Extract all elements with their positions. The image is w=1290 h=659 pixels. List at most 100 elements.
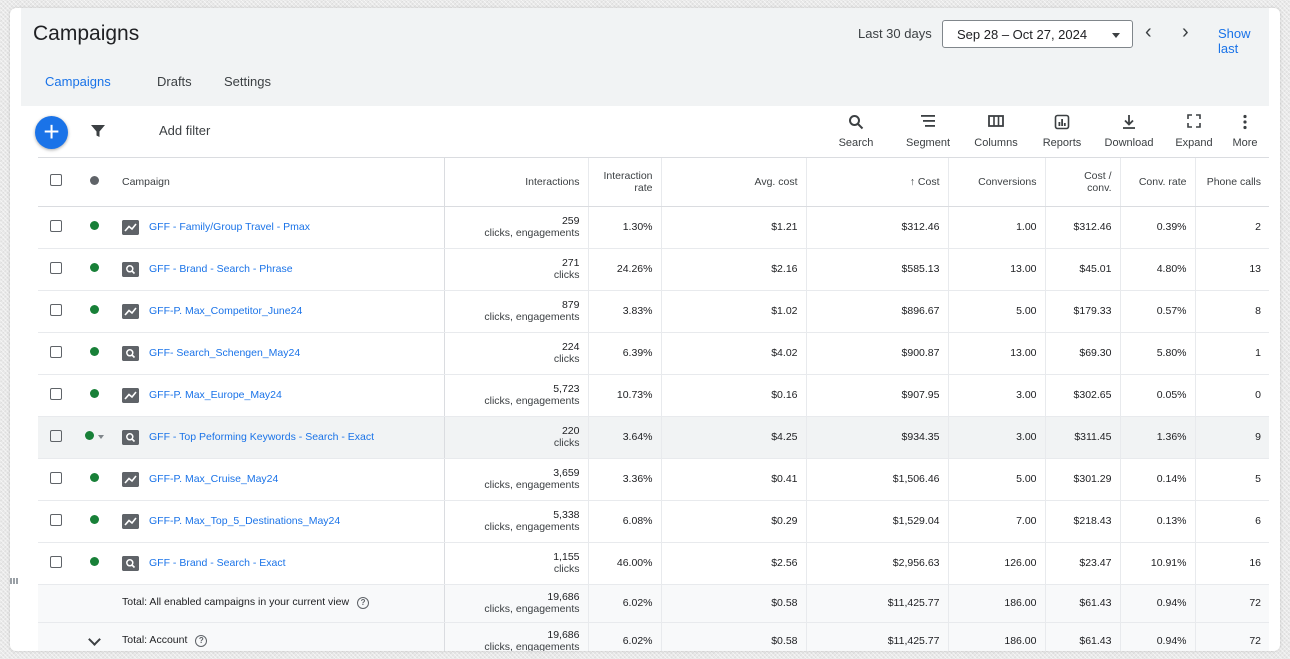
help-icon[interactable]: ? (195, 635, 208, 647)
segment-button[interactable]: Segment (900, 114, 956, 149)
cost-cell[interactable]: $312.46 (806, 206, 949, 249)
expand-button[interactable]: Expand (1172, 114, 1216, 149)
table-row[interactable]: GFF-P. Max_Cruise_May24 3,659 clicks, enga… (38, 458, 1269, 501)
row-select-cell[interactable] (38, 332, 74, 375)
row-checkbox[interactable] (50, 219, 62, 232)
row-select-cell[interactable] (38, 248, 74, 291)
row-select-cell[interactable] (38, 458, 74, 501)
cost-cell[interactable]: $900.87 (806, 332, 949, 375)
cost-cell[interactable]: $907.95 (806, 374, 949, 417)
col-header-interaction-rate[interactable]: Interaction rate (588, 158, 662, 207)
add-campaign-button[interactable]: + (35, 116, 68, 149)
status-enabled-icon[interactable] (89, 515, 99, 524)
table-row[interactable]: GFF - Top Peforming Keywords - Search - … (38, 416, 1269, 459)
status-enabled-icon[interactable] (84, 431, 94, 440)
row-select-cell[interactable] (38, 500, 74, 543)
row-status-cell[interactable] (74, 500, 114, 543)
chevron-down-icon[interactable] (87, 632, 101, 646)
add-filter-input[interactable]: Add filter (159, 123, 211, 138)
row-select-cell[interactable] (38, 374, 74, 417)
col-header-interactions[interactable]: Interactions (444, 158, 589, 207)
row-select-cell[interactable] (38, 206, 74, 249)
row-checkbox[interactable] (50, 345, 62, 358)
row-status-cell[interactable] (74, 206, 114, 249)
row-status-cell[interactable] (74, 332, 114, 375)
campaign-name-link[interactable]: GFF-P. Max_Cruise_May24 (149, 472, 279, 485)
col-header-cost-per-conv[interactable]: Cost / conv. (1045, 158, 1121, 207)
status-enabled-icon[interactable] (89, 221, 99, 230)
chevron-right-icon[interactable]: › (1182, 21, 1189, 43)
col-header-conversions[interactable]: Conversions (948, 158, 1046, 207)
search-campaign-icon (122, 345, 139, 361)
col-header-campaign[interactable]: Campaign (114, 158, 445, 207)
reports-button[interactable]: Reports (1037, 114, 1087, 149)
row-select-cell[interactable] (38, 290, 74, 333)
row-status-cell[interactable] (74, 248, 114, 291)
campaign-name-link[interactable]: GFF-P. Max_Europe_May24 (149, 388, 282, 401)
table-row[interactable]: GFF-P. Max_Competitor_June24 879 clicks, e… (38, 290, 1269, 333)
col-header-phone-calls[interactable]: Phone calls (1195, 158, 1269, 207)
select-all-checkbox[interactable] (50, 174, 62, 187)
status-enabled-icon[interactable] (89, 557, 99, 566)
status-enabled-icon[interactable] (89, 263, 99, 272)
row-checkbox[interactable] (50, 261, 62, 274)
row-select-cell[interactable] (38, 542, 74, 585)
campaign-name-link[interactable]: GFF - Brand - Search - Phrase (149, 262, 293, 275)
row-status-cell[interactable] (74, 458, 114, 501)
more-button[interactable]: More (1228, 114, 1262, 149)
row-checkbox[interactable] (50, 513, 62, 526)
columns-button[interactable]: Columns (969, 114, 1023, 149)
conv-rate-cell: 0.57% (1120, 290, 1196, 333)
resize-handle[interactable] (10, 578, 18, 584)
row-checkbox[interactable] (50, 387, 62, 400)
status-dropdown-icon[interactable] (97, 435, 104, 440)
status-enabled-icon[interactable] (89, 389, 99, 398)
cost-cell[interactable]: $934.35 (806, 416, 949, 459)
campaign-name-link[interactable]: GFF- Search_Schengen_May24 (149, 346, 301, 359)
row-checkbox[interactable] (50, 429, 62, 442)
status-enabled-icon[interactable] (89, 305, 99, 314)
row-status-cell[interactable] (74, 416, 114, 459)
col-header-avg-cost[interactable]: Avg. cost (661, 158, 807, 207)
table-row[interactable]: GFF-P. Max_Top_5_Destinations_May24 5,338… (38, 500, 1269, 543)
row-checkbox[interactable] (50, 303, 62, 316)
table-row[interactable]: GFF - Brand - Search - Phrase 271 clicks 24… (38, 248, 1269, 291)
status-enabled-icon[interactable] (89, 473, 99, 482)
row-select-cell[interactable] (38, 416, 74, 459)
row-status-cell[interactable] (74, 290, 114, 333)
search-button[interactable]: Search (833, 114, 879, 149)
chevron-left-icon[interactable]: ‹ (1145, 21, 1152, 43)
select-all-cell[interactable] (38, 158, 74, 207)
cost-cell[interactable]: $585.13 (806, 248, 949, 291)
campaign-name-link[interactable]: GFF - Top Peforming Keywords - Search - … (149, 430, 375, 443)
row-status-cell[interactable] (74, 542, 114, 585)
col-header-conv-rate[interactable]: Conv. rate (1120, 158, 1196, 207)
cost-cell[interactable]: $1,529.04 (806, 500, 949, 543)
tab-settings[interactable]: Settings (224, 74, 271, 89)
table-row[interactable]: GFF - Brand - Search - Exact 1,155 clicks 4… (38, 542, 1269, 585)
download-button[interactable]: Download (1100, 114, 1158, 149)
col-header-cost[interactable]: ↑ Cost (806, 158, 949, 207)
table-row[interactable]: GFF - Family/Group Travel - Pmax 259 click… (38, 206, 1269, 249)
campaign-name-link[interactable]: GFF - Family/Group Travel - Pmax (149, 220, 311, 233)
campaign-name-link[interactable]: GFF-P. Max_Competitor_June24 (149, 304, 303, 317)
table-row[interactable]: GFF-P. Max_Europe_May24 5,723 clicks, enga… (38, 374, 1269, 417)
cost-cell[interactable]: $896.67 (806, 290, 949, 333)
cost-cell[interactable]: $1,506.46 (806, 458, 949, 501)
table-row[interactable]: GFF- Search_Schengen_May24 224 clicks 6.39%… (38, 332, 1269, 375)
status-header[interactable] (74, 158, 114, 207)
filter-icon[interactable] (90, 123, 106, 139)
expand-total-cell[interactable] (74, 622, 114, 651)
show-last-link[interactable]: Show last (1218, 26, 1251, 56)
row-checkbox[interactable] (50, 555, 62, 568)
tab-campaigns[interactable]: Campaigns (45, 74, 111, 89)
campaign-name-link[interactable]: GFF-P. Max_Top_5_Destinations_May24 (149, 514, 341, 527)
row-status-cell[interactable] (74, 374, 114, 417)
row-checkbox[interactable] (50, 471, 62, 484)
tab-drafts[interactable]: Drafts (157, 74, 192, 89)
help-icon[interactable]: ? (357, 597, 370, 609)
status-enabled-icon[interactable] (89, 347, 99, 356)
cost-cell[interactable]: $2,956.63 (806, 542, 949, 585)
campaign-name-link[interactable]: GFF - Brand - Search - Exact (149, 556, 286, 569)
date-range-select[interactable]: Sep 28 – Oct 27, 2024 (942, 20, 1133, 48)
